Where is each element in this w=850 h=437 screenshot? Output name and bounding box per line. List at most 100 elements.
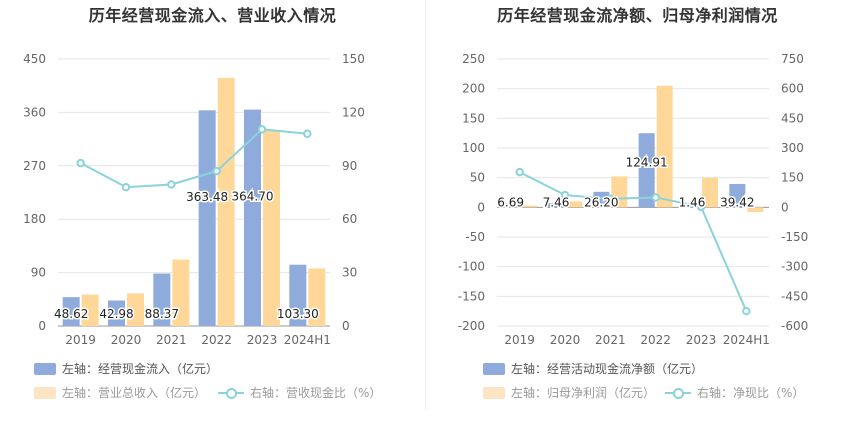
y-axis-right-tick-label: 750 xyxy=(781,52,804,66)
y-axis-left-tick-label: 100 xyxy=(462,141,485,155)
legend-item-series-3[interactable]: 右轴：净现比（%） xyxy=(665,384,804,401)
legend-item-series-2[interactable]: 左轴：归母净利润（亿元） xyxy=(483,384,655,401)
bar-primary xyxy=(502,203,519,208)
bar-primary xyxy=(153,273,171,326)
ratio-line xyxy=(519,171,748,312)
legend-label: 右轴：营收现金比（%） xyxy=(250,386,382,400)
legend-item-series-1[interactable]: 左轴：经营现金流入（亿元） xyxy=(34,360,218,377)
bar-data-label: 363.48 xyxy=(186,190,228,204)
y-axis-right-tick-label: 0 xyxy=(781,200,789,214)
ratio-point xyxy=(606,194,615,204)
x-axis-tick-label: 2020 xyxy=(550,333,581,347)
chart-title: 历年经营现金流净额、归母净利润情况 xyxy=(497,6,778,25)
ratio-point xyxy=(121,182,131,192)
y-axis-right-tick-label: -600 xyxy=(781,319,808,333)
bar-primary xyxy=(244,109,261,327)
y-axis-right-tick-label: -300 xyxy=(781,260,808,274)
bar-primary xyxy=(198,110,216,326)
panel-divider xyxy=(425,0,426,410)
x-axis-tick-label: 2024H1 xyxy=(284,333,331,347)
x-axis-tick-label: 2019 xyxy=(65,333,96,347)
chart-net-cash-profit: -200 -150 -100 -50 0 50 100 150 200 250 -600 -450 -3… xyxy=(458,52,808,347)
y-axis-right-tick-label: 150 xyxy=(342,52,365,66)
y-axis-left-tick-label: 0 xyxy=(477,200,485,214)
bar-primary xyxy=(289,264,307,326)
bar-data-label: 6.69 xyxy=(497,195,524,209)
chart-title: 历年经营现金流入、营业收入情况 xyxy=(88,6,337,25)
y-axis-left-tick-label: 270 xyxy=(23,159,46,173)
legend-label: 左轴：经营现金流入（亿元） xyxy=(62,362,219,376)
ratio-point xyxy=(257,125,267,134)
y-axis-right-tick-label: 600 xyxy=(781,82,804,96)
legend-item-series-3[interactable]: 右轴：营收现金比（%） xyxy=(218,384,381,401)
y-axis-left-tick-label: -150 xyxy=(458,289,485,303)
ratio-point xyxy=(303,129,312,138)
ratio-point xyxy=(696,202,706,211)
panel-cash-inflow-revenue: 历年经营现金流入、营业收入情况 0 90 180 270 360 450 0 30 60 90 12… xyxy=(23,6,381,401)
ratio-point xyxy=(742,306,751,316)
y-axis-right-tick-label: 120 xyxy=(342,105,365,119)
bar-secondary xyxy=(127,293,144,326)
ratio-point xyxy=(515,167,524,177)
legend-swatch-orange xyxy=(34,386,56,399)
x-axis-tick-label: 2020 xyxy=(111,333,142,347)
y-axis-left-tick-label: 250 xyxy=(462,52,485,66)
bar-secondary xyxy=(520,205,537,208)
y-axis-right-tick-label: 30 xyxy=(342,266,357,280)
x-axis-tick-label: 2021 xyxy=(595,333,626,347)
y-axis-right-tick-label: -450 xyxy=(781,289,808,303)
bar-primary xyxy=(108,300,125,326)
bar-primary xyxy=(62,297,80,326)
bar-secondary xyxy=(217,77,235,326)
x-axis-tick-label: 2022 xyxy=(201,333,232,347)
y-axis-left-tick-label: 200 xyxy=(462,82,485,96)
chart-cash-inflow-revenue: 0 90 180 270 360 450 0 30 60 90 120 150 2019 2020 2021… xyxy=(23,52,365,347)
legend-label: 左轴：经营活动现金流净额（亿元） xyxy=(511,362,704,376)
x-axis-tick-label: 2022 xyxy=(640,333,671,347)
y-axis-left-tick-label: 450 xyxy=(23,52,46,66)
bar-data-label: 88.37 xyxy=(145,307,179,321)
y-axis-right-tick-label: 450 xyxy=(781,111,804,125)
ratio-point xyxy=(212,166,221,176)
bar-secondary xyxy=(263,130,280,326)
y-axis-right-tick-label: 90 xyxy=(342,159,357,173)
ratio-line xyxy=(80,128,308,189)
panel-net-cash-profit: 历年经营现金流净额、归母净利润情况 -200 -150 -100 -50 0 50 100 1… xyxy=(425,0,850,437)
bar-data-label: 103.30 xyxy=(277,307,319,321)
legend-line-marker-icon xyxy=(218,387,244,399)
ratio-point xyxy=(560,190,570,200)
bar-secondary xyxy=(747,207,764,213)
y-axis-left-tick-label: -200 xyxy=(458,319,485,333)
bar-data-label: 1.46 xyxy=(679,195,706,209)
bar-secondary xyxy=(702,177,718,208)
bar-data-label: 364.70 xyxy=(232,189,274,203)
bar-secondary xyxy=(308,268,326,326)
y-axis-left-tick-label: 150 xyxy=(462,111,485,125)
legend-item-series-2[interactable]: 左轴：营业总收入（亿元） xyxy=(34,384,206,401)
y-axis-left-tick-label: -50 xyxy=(465,230,485,244)
bar-primary xyxy=(729,183,746,208)
x-axis-tick-label: 2023 xyxy=(247,333,278,347)
y-axis-right-tick-label: -150 xyxy=(781,230,808,244)
bar-primary xyxy=(684,206,700,208)
x-axis-tick-label: 2023 xyxy=(686,333,717,347)
y-axis-right-tick-label: 0 xyxy=(342,319,350,333)
legend-swatch-blue xyxy=(34,362,56,375)
legend-label: 右轴：净现比（%） xyxy=(697,386,805,400)
x-axis-tick-label: 2024H1 xyxy=(723,333,770,347)
ratio-point xyxy=(167,180,176,189)
legend-label: 左轴：归母净利润（亿元） xyxy=(511,386,656,400)
bar-primary xyxy=(638,133,655,208)
legend-item-series-1[interactable]: 左轴：经营活动现金流净额（亿元） xyxy=(483,360,703,377)
bar-secondary xyxy=(172,259,190,326)
y-axis-left-tick-label: -100 xyxy=(458,260,485,274)
y-axis-left-tick-label: 90 xyxy=(31,266,46,280)
ratio-point xyxy=(76,158,85,168)
bar-data-label: 42.98 xyxy=(99,307,133,321)
bar-primary xyxy=(548,202,564,208)
bar-primary xyxy=(593,191,610,208)
bar-secondary xyxy=(81,294,99,326)
legend-label: 左轴：营业总收入（亿元） xyxy=(62,386,207,400)
y-axis-left-tick-label: 0 xyxy=(38,319,46,333)
